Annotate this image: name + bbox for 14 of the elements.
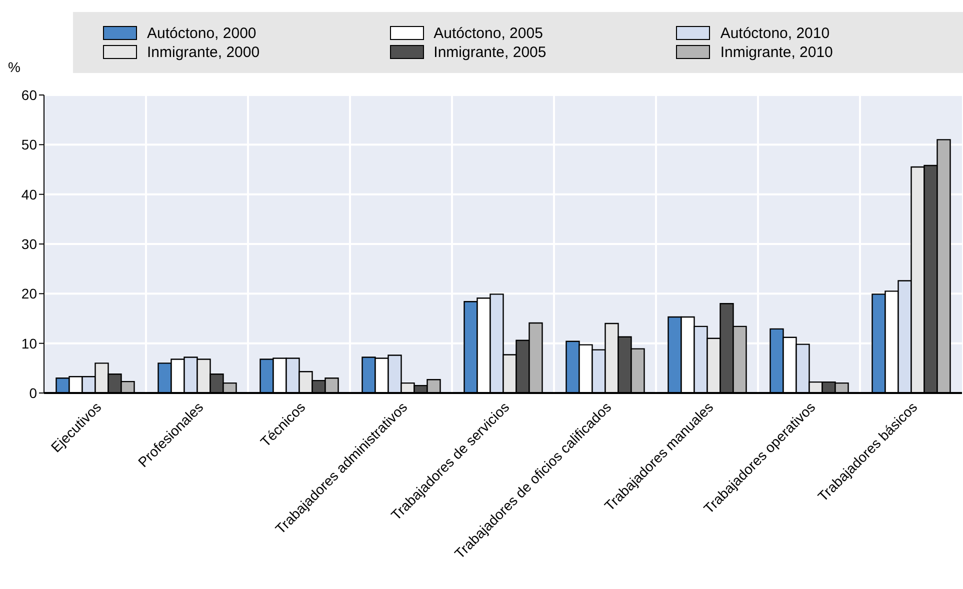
y-tick-label: 30 <box>21 236 38 252</box>
y-axis-title: % <box>8 59 20 75</box>
legend-label: Inmigrante, 2010 <box>720 44 833 60</box>
legend-label: Autóctono, 2005 <box>434 24 543 42</box>
y-tick-label: 20 <box>21 286 38 302</box>
y-tick-label: 10 <box>21 335 38 352</box>
y-tick-label: 0 <box>29 384 38 401</box>
y-tick-label: 50 <box>21 136 38 153</box>
legend-label: Inmigrante, 2005 <box>434 44 546 60</box>
legend-label: Inmigrante, 2000 <box>147 44 260 60</box>
y-tick-label: 60 <box>21 86 38 103</box>
y-tick-label: 40 <box>21 186 38 202</box>
legend-label: Autóctono, 2000 <box>147 24 256 42</box>
legend-label: Autóctono, 2010 <box>720 24 830 42</box>
